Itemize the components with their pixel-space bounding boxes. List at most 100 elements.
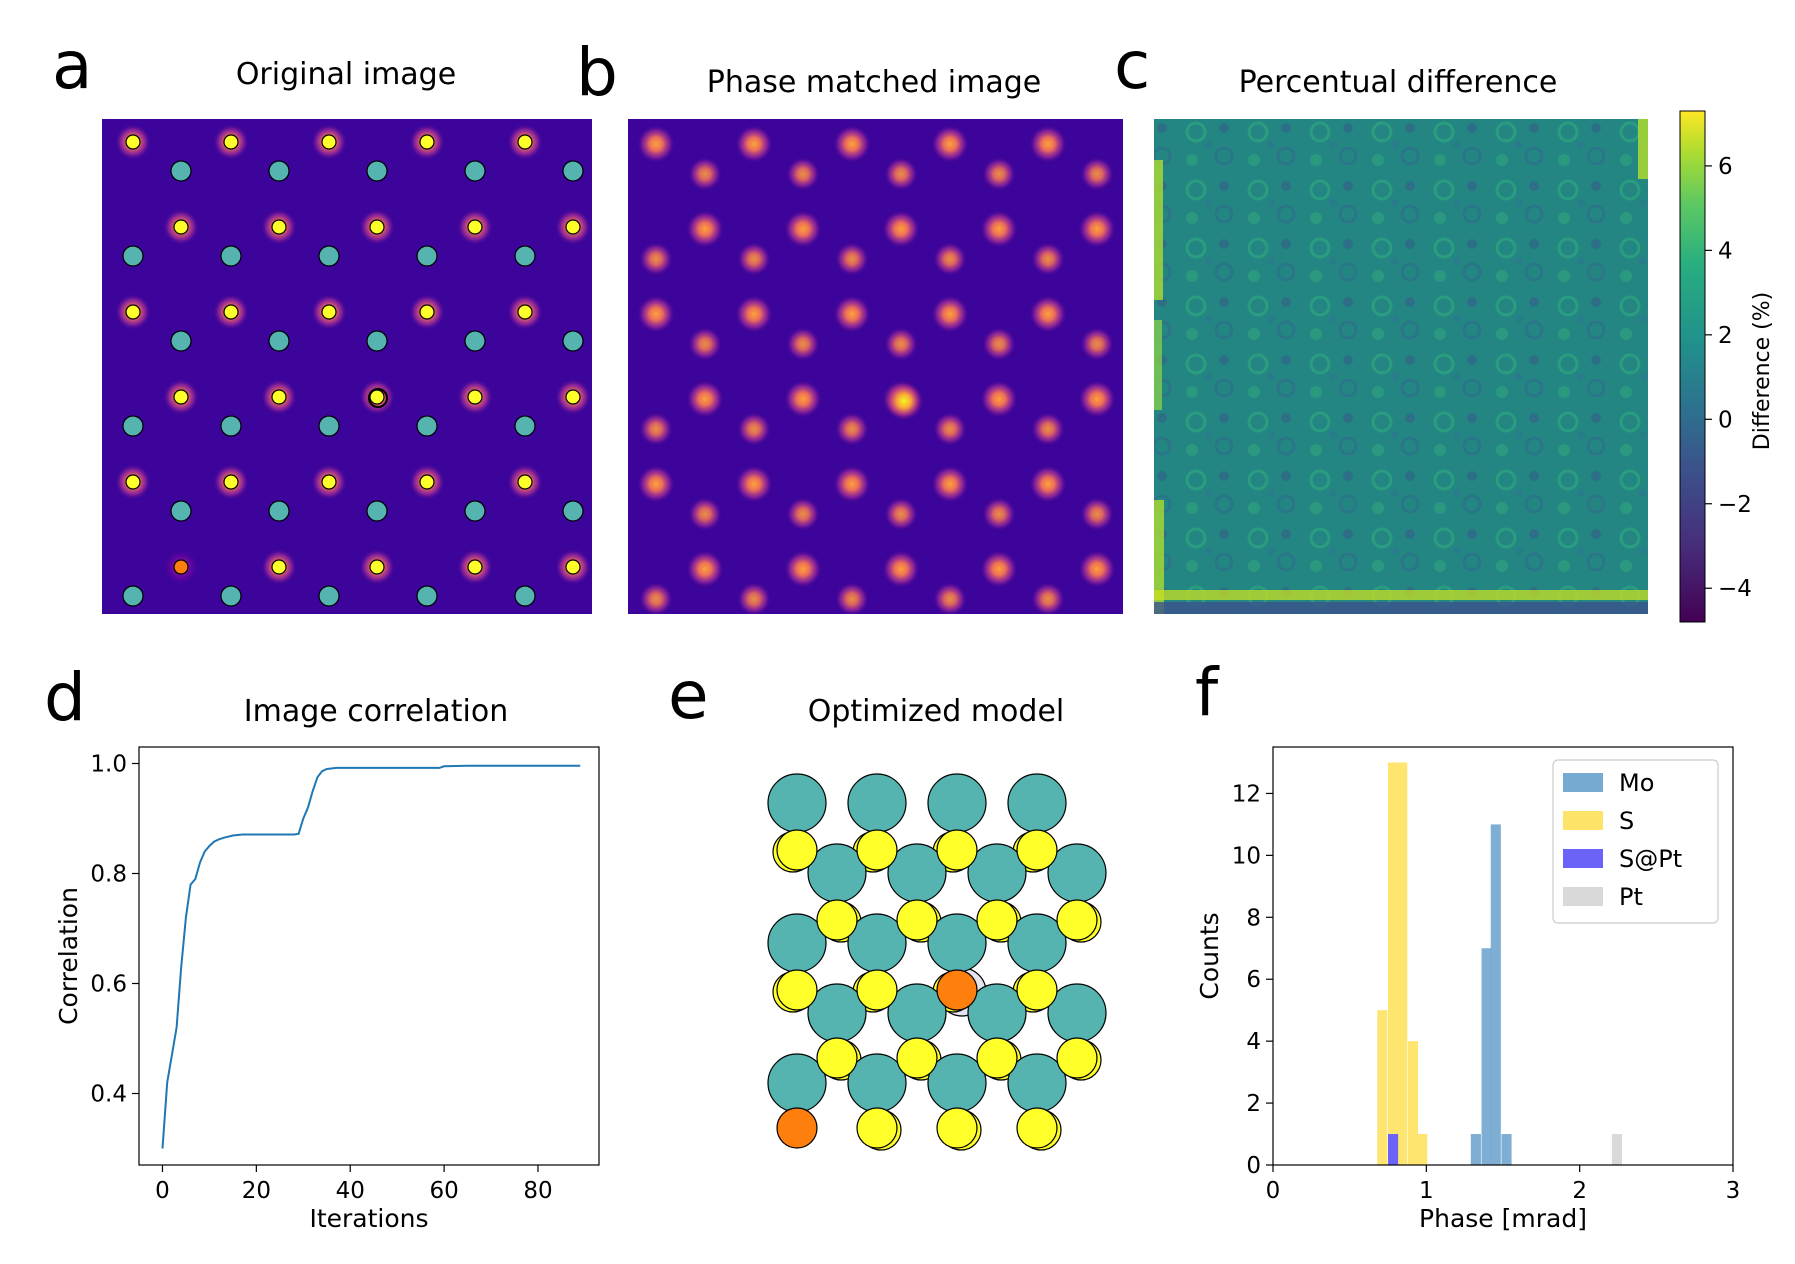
d-ylabel: Correlation — [54, 887, 83, 1025]
correlation-line — [161, 764, 581, 1149]
spot-b — [686, 380, 724, 418]
spot-b — [931, 125, 969, 163]
spot-b — [833, 125, 871, 163]
optimized-model — [767, 773, 1107, 1151]
spot-b — [931, 295, 969, 333]
atom-s — [1056, 899, 1098, 941]
marker-s — [271, 219, 287, 235]
colorbar: 6 4 2 0 −2 −4 Difference (%) — [1679, 110, 1775, 623]
f-ytick-label: 0 — [1246, 1153, 1261, 1179]
colorbar-tick-label: 0 — [1718, 407, 1733, 433]
spot-b — [784, 210, 822, 248]
colorbar-tick-label: 6 — [1718, 154, 1733, 180]
marker-s — [467, 219, 483, 235]
spot-b — [688, 157, 722, 191]
panel-a-title: Original image — [236, 57, 456, 92]
marker-s — [565, 559, 581, 575]
spot-b — [1078, 210, 1116, 248]
marker-mo — [562, 500, 584, 522]
marker-s — [517, 474, 533, 490]
atom-s — [816, 1037, 858, 1079]
f-ylabel: Counts — [1195, 912, 1224, 999]
atom-mo — [927, 773, 987, 833]
spot-b — [737, 412, 771, 446]
marker-mo — [416, 585, 438, 607]
spot-b — [882, 550, 920, 588]
atom-s — [1016, 829, 1058, 871]
marker-s — [369, 219, 385, 235]
original-image — [102, 119, 592, 614]
marker-s — [125, 474, 141, 490]
hist-bar-mo — [1470, 1134, 1481, 1165]
marker-mo — [268, 500, 290, 522]
spot-b — [686, 550, 724, 588]
legend-swatch — [1563, 811, 1603, 830]
marker-s — [517, 134, 533, 150]
marker-mo — [122, 245, 144, 267]
panel-b-letter: b — [576, 34, 618, 111]
hist-bar-s — [1377, 1010, 1388, 1165]
atom-s — [856, 969, 898, 1011]
hist-bar-mo — [1481, 948, 1492, 1165]
atom-s — [1016, 969, 1058, 1011]
colorbar-tick-label: 2 — [1718, 323, 1733, 349]
spot-b — [980, 380, 1018, 418]
marker-mo — [220, 245, 242, 267]
marker-mo — [122, 415, 144, 437]
marker-mo — [220, 415, 242, 437]
marker-s — [517, 304, 533, 320]
marker-mo — [170, 330, 192, 352]
spot-b — [1029, 465, 1067, 503]
spot-b — [639, 242, 673, 276]
d-xtick-label: 80 — [523, 1178, 552, 1204]
spot-b — [980, 210, 1018, 248]
marker-mo — [514, 245, 536, 267]
marker-mo — [318, 585, 340, 607]
spot-b — [737, 582, 771, 614]
correlation-chart: 0 20 40 60 80 0.4 0.6 0.8 1.0 Iterations Correla… — [54, 746, 600, 1233]
marker-mo — [514, 585, 536, 607]
marker-s — [369, 559, 385, 575]
spot-b — [637, 125, 675, 163]
spot-b — [1080, 497, 1114, 531]
marker-mo — [170, 500, 192, 522]
marker-s — [419, 304, 435, 320]
spot-b — [786, 327, 820, 361]
colorbar-tick-label: −2 — [1718, 492, 1752, 518]
marker-mo — [122, 585, 144, 607]
panel-b-title: Phase matched image — [707, 65, 1041, 100]
marker-pt-defect — [173, 559, 189, 575]
panel-e-letter: e — [668, 657, 709, 734]
f-xtick-label: 1 — [1419, 1178, 1434, 1204]
hist-bar-s — [1397, 762, 1408, 1165]
spot-b — [786, 497, 820, 531]
phase-matched-image — [628, 119, 1123, 614]
legend-swatch — [1563, 773, 1603, 792]
spot-b — [737, 242, 771, 276]
marker-s — [173, 219, 189, 235]
histogram-legend: Mo S S@Pt Pt — [1552, 759, 1719, 924]
marker-mo — [416, 245, 438, 267]
d-xtick-label: 60 — [429, 1178, 458, 1204]
spot-b — [1031, 582, 1065, 614]
marker-mo — [268, 160, 290, 182]
legend-swatch — [1563, 887, 1603, 906]
d-ytick-label: 1.0 — [90, 752, 127, 778]
marker-mo — [366, 330, 388, 352]
spot-b — [735, 465, 773, 503]
spot-b — [1029, 125, 1067, 163]
marker-s — [321, 134, 337, 150]
f-ytick-label: 12 — [1232, 781, 1261, 807]
spot-b — [884, 327, 918, 361]
spot-b — [982, 497, 1016, 531]
atom-s — [776, 829, 818, 871]
panel-d-title: Image correlation — [244, 694, 508, 729]
marker-s — [419, 134, 435, 150]
atom-s — [856, 829, 898, 871]
marker-s — [467, 559, 483, 575]
hist-bar-s — [1417, 1134, 1428, 1165]
marker-mo — [416, 415, 438, 437]
marker-s — [271, 559, 287, 575]
hist-bar-mo — [1490, 824, 1501, 1165]
